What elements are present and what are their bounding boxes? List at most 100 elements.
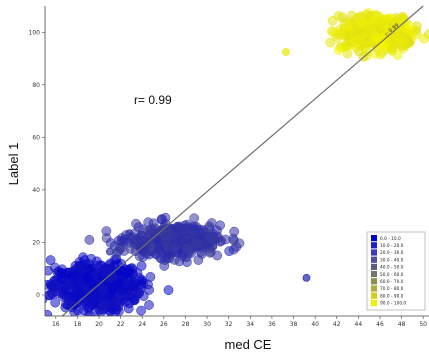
y-tick-label: 40 [32, 187, 40, 194]
data-point [97, 304, 107, 315]
legend-swatch [371, 263, 377, 270]
x-tick-label: 26 [160, 321, 168, 328]
data-point [372, 34, 383, 44]
x-tick-label: 38 [290, 321, 298, 328]
data-point [327, 26, 337, 36]
data-point [398, 36, 409, 47]
data-point [375, 18, 385, 29]
data-point [419, 33, 429, 44]
legend-swatch [371, 271, 377, 278]
data-point [149, 223, 160, 234]
x-tick-label: 34 [246, 321, 254, 328]
data-point [45, 255, 56, 265]
y-tick-label: 100 [29, 29, 41, 36]
data-point [361, 9, 372, 20]
outliers-layer [61, 48, 311, 295]
data-point [192, 238, 202, 248]
data-point [97, 284, 108, 294]
data-point [107, 272, 118, 283]
data-point [367, 27, 378, 38]
legend-label: 40.0 - 50.0 [380, 265, 404, 271]
y-tick-label: 80 [32, 82, 40, 89]
legend-swatch [371, 249, 377, 256]
x-tick-label: 30 [203, 321, 211, 328]
legend-label: 30.0 - 40.0 [380, 257, 404, 263]
outlier-point [61, 287, 70, 295]
points-layer [45, 8, 429, 316]
data-point [325, 37, 336, 48]
data-point [45, 309, 53, 316]
data-point [398, 13, 409, 24]
data-point [182, 243, 192, 254]
x-tick-label: 20 [95, 321, 103, 328]
data-point [342, 20, 353, 31]
data-point [160, 251, 171, 261]
data-point [115, 265, 126, 276]
data-point [355, 16, 366, 27]
data-point [100, 266, 111, 277]
data-point [86, 253, 97, 264]
legend-label: 50.0 - 60.0 [380, 272, 404, 278]
x-tick-label: 32 [225, 321, 233, 328]
legend-swatch [371, 285, 377, 292]
legend-label: 20.0 - 30.0 [380, 250, 404, 256]
data-point [154, 245, 165, 255]
x-tick-label: 48 [398, 321, 406, 328]
x-tick-label: 36 [268, 321, 276, 328]
legend-swatch [371, 242, 377, 249]
data-point [137, 275, 147, 285]
data-point [73, 263, 84, 273]
data-point [411, 25, 421, 36]
x-tick-label: 42 [333, 321, 341, 328]
data-point [144, 300, 154, 310]
data-point [198, 225, 209, 236]
x-tick-label: 40 [311, 321, 319, 328]
legend-label: 90.0 - 100.0 [380, 301, 406, 307]
legend-label: 0.0 - 10.0 [380, 236, 401, 242]
x-tick-label: 16 [52, 321, 60, 328]
data-point [50, 297, 61, 308]
data-point [63, 295, 74, 305]
data-point [132, 268, 143, 278]
y-axis-title: Label 1 [6, 143, 21, 186]
y-tick-label: 0 [36, 292, 40, 299]
data-point [91, 268, 101, 278]
x-tick-label: 18 [74, 321, 82, 328]
data-point [45, 295, 48, 304]
data-point [71, 289, 81, 300]
data-point [120, 296, 131, 307]
legend-swatch [371, 299, 377, 306]
data-point [128, 295, 139, 306]
data-point [404, 20, 415, 31]
legend-swatch [371, 292, 377, 299]
legend-label: 80.0 - 90.0 [380, 293, 404, 299]
legend-label: 70.0 - 80.0 [380, 286, 404, 292]
data-point [82, 272, 93, 283]
data-point [125, 244, 136, 254]
data-point [172, 222, 183, 233]
data-point [182, 257, 192, 267]
outlier-point [125, 229, 134, 238]
legend-label: 60.0 - 70.0 [380, 279, 404, 285]
data-point [110, 306, 121, 316]
regression-line [61, 5, 424, 317]
x-tick-label: 24 [138, 321, 146, 328]
data-point [73, 305, 83, 316]
data-point [189, 213, 200, 224]
outlier-point [105, 247, 114, 256]
data-point [136, 305, 146, 316]
data-point [111, 248, 122, 259]
data-point [163, 285, 174, 295]
data-point [56, 268, 67, 279]
legend-swatch [371, 278, 377, 285]
axes-layer: 16 18 20 22 24 26 28 30 32 34 36 38 40 42 44 46 48 50 0 20 4… [29, 6, 429, 328]
x-tick-label: 22 [117, 321, 125, 328]
data-point [156, 214, 167, 224]
data-point [169, 242, 180, 253]
data-point [80, 297, 91, 308]
legend-swatch [371, 235, 377, 242]
data-point [166, 230, 177, 240]
correlation-annotation: r= 0.99 [134, 93, 172, 107]
data-point [336, 29, 346, 40]
legend-label: 10.0 - 20.0 [380, 243, 404, 249]
